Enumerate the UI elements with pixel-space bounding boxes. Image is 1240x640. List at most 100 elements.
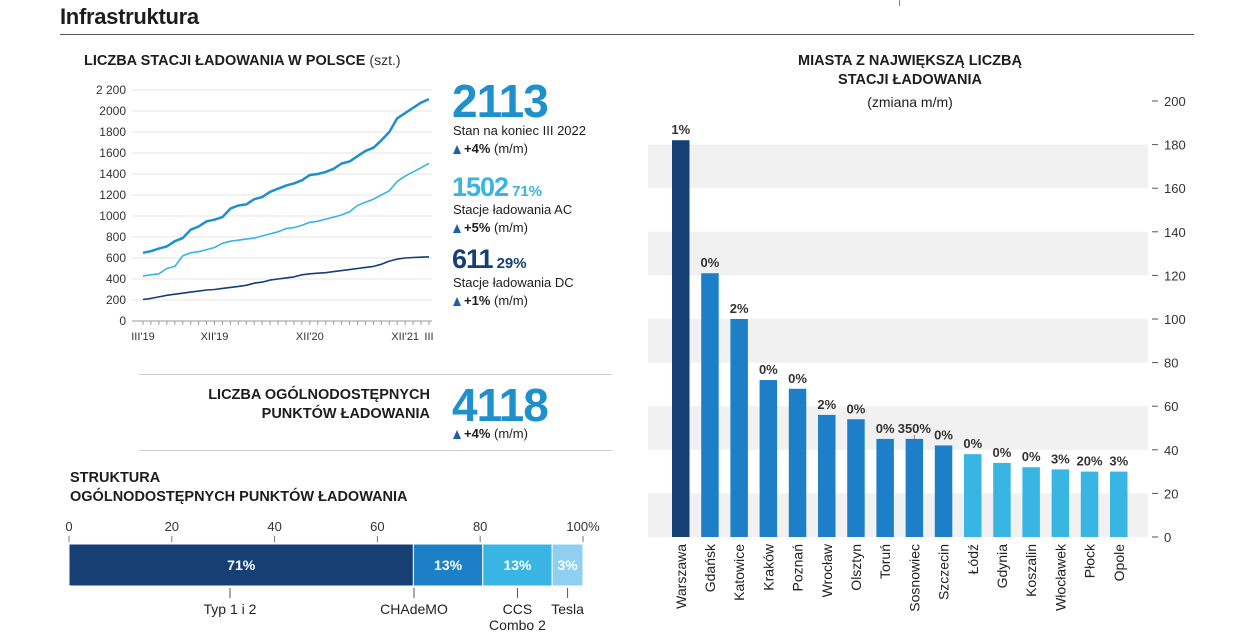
cities-y-tick-label: 140 [1164, 225, 1186, 240]
line-x-tick-label: XII'19 [201, 331, 229, 343]
cities-bar [672, 140, 690, 538]
line-y-tick-label: 1200 [99, 188, 126, 202]
structure-x-tick-label: 0 [65, 519, 72, 534]
structure-x-tick-label: 100% [566, 519, 600, 534]
dc-value: 611 [452, 244, 494, 274]
cities-y-tick-label: 60 [1164, 399, 1178, 414]
cities-y-tick-label: 20 [1164, 486, 1178, 501]
cities-bar-label: 350% [898, 421, 932, 436]
section-divider [139, 374, 612, 375]
cities-category-label: Olsztyn [848, 544, 864, 591]
cities-title-line2: STACJI ŁADOWANIA [838, 72, 982, 88]
line-y-tick-label: 1000 [99, 209, 126, 223]
cities-category-label: Koszalin [1023, 544, 1039, 597]
structure-x-tick-label: 20 [165, 519, 179, 534]
cities-bar-label: 0% [759, 362, 778, 377]
cities-category-label: Warszawa [673, 544, 689, 609]
line-series [142, 97, 430, 255]
structure-title: STRUKTURA OGÓLNODOSTĘPNYCH PUNKTÓW ŁADOWA… [70, 469, 408, 507]
cities-bar [701, 273, 719, 537]
cities-category-label: Łódź [965, 544, 981, 574]
cities-y-tick-label: 120 [1164, 268, 1186, 283]
cities-category-label: Płock [1082, 543, 1098, 578]
ac-stations-value: 1502 71% [452, 171, 542, 208]
cities-bar [818, 414, 836, 537]
cities-bar [934, 445, 953, 537]
line-x-tick-label: XII'20 [296, 331, 324, 343]
cities-bar [1080, 471, 1099, 537]
cities-y-tick-label: 0 [1164, 530, 1171, 545]
ac-stations-change: +5% (m/m) [453, 220, 528, 235]
cities-category-label: Opole [1111, 544, 1127, 582]
cities-subtitle: (zmiana m/m) [867, 94, 953, 110]
dc-share: 29% [496, 255, 527, 272]
structure-x-tick-label: 60 [370, 519, 384, 534]
cities-bar-label: 0% [701, 255, 720, 270]
line-x-tick-label: III [424, 331, 433, 343]
cities-bar-label: 0% [963, 436, 982, 451]
line-y-tick-label: 1400 [99, 167, 126, 181]
cities-title-line1: MIASTA Z NAJWIĘKSZĄ LICZBĄ [798, 53, 1022, 69]
line-y-tick-label: 400 [106, 272, 126, 286]
points-label-line1: LICZBA OGÓLNODOSTĘPNYCH [208, 387, 430, 403]
cities-grid-band [648, 144, 1148, 189]
ac-value: 1502 [452, 172, 509, 202]
structure-category-label: Typ 1 i 2 [204, 601, 257, 617]
cities-bar-label: 0% [847, 401, 866, 416]
total-stations-value: 2113 [452, 75, 549, 127]
line-series [142, 256, 430, 301]
ac-change-value: +5% [464, 220, 491, 235]
cities-bar-label: 3% [1051, 451, 1070, 466]
cities-bar-label: 2% [817, 397, 836, 412]
line-y-tick-label: 800 [106, 230, 126, 244]
structure-title-line2: OGÓLNODOSTĘPNYCH PUNKTÓW ŁADOWANIA [70, 489, 408, 505]
points-change-value: +4% [464, 426, 491, 441]
ac-change-suffix: (m/m) [494, 220, 528, 235]
structure-segment [482, 543, 553, 587]
cities-bar [1051, 469, 1070, 537]
page-title: Infrastruktura [60, 4, 199, 29]
structure-segment [412, 543, 484, 587]
stations-unit: (szt.) [369, 52, 401, 68]
cities-category-label: Poznań [790, 544, 806, 591]
structure-category-label: CHAdeMO [380, 601, 448, 617]
line-y-tick-label: 1600 [99, 146, 126, 160]
line-x-tick-label: XII'21 [391, 331, 419, 343]
cities-bar-label: 0% [876, 421, 895, 436]
cities-bar-label: 0% [993, 445, 1012, 460]
structure-category-label: Combo 2 [489, 617, 546, 633]
structure-x-tick-label: 40 [267, 519, 281, 534]
dc-change-value: +1% [464, 293, 491, 308]
cities-bar [905, 438, 924, 537]
cities-y-tick-label: 80 [1164, 356, 1178, 371]
points-label-line2: PUNKTÓW ŁADOWANIA [261, 406, 430, 422]
structure-title-line1: STRUKTURA [70, 470, 161, 486]
cities-category-label: Katowice [731, 544, 747, 601]
structure-segment-label: 71% [227, 557, 256, 573]
line-y-tick-label: 2000 [99, 104, 126, 118]
cities-bar [1110, 471, 1128, 537]
dc-stations-value: 611 29% [452, 243, 527, 280]
structure-segment-label: 3% [557, 557, 578, 573]
cities-bar [788, 388, 807, 537]
cities-category-label: Gdańsk [702, 543, 718, 592]
ac-stations-desc: Stacje ładowania AC [453, 202, 573, 217]
total-change-value: +4% [464, 141, 491, 156]
stations-title-text: LICZBA STACJI ŁADOWANIA W POLSCE [84, 53, 366, 69]
cities-category-label: Kraków [760, 543, 776, 591]
cities-bar [1022, 467, 1040, 537]
cities-category-label: Wrocław [819, 543, 835, 597]
cities-bar [964, 454, 982, 537]
total-change-suffix: (m/m) [494, 141, 528, 156]
cities-bar-label: 3% [1109, 454, 1128, 469]
cities-grid-band [648, 231, 1148, 276]
cities-bar [759, 380, 778, 537]
cities-chart-title: MIASTA Z NAJWIĘKSZĄ LICZBĄ STACJI ŁADOWAN… [750, 52, 1070, 90]
total-stations-change: +4% (m/m) [453, 141, 528, 156]
cities-bar-label: 0% [788, 371, 807, 386]
line-x-tick-label: III'19 [131, 331, 155, 343]
cities-y-tick-label: 100 [1164, 312, 1186, 327]
line-series [142, 162, 430, 277]
cities-category-label: Szczecin [936, 544, 952, 600]
